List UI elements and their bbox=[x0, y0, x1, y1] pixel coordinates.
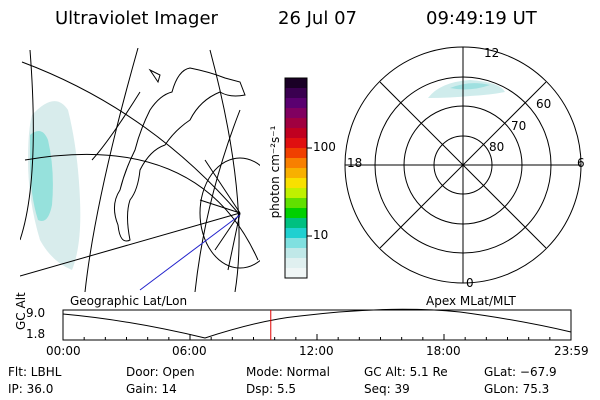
info-gain: Gain: 14 bbox=[126, 382, 177, 396]
date-readout: 26 Jul 07 bbox=[278, 8, 357, 29]
xtick-0000: 00:00 bbox=[46, 344, 81, 358]
lat-label-60: 60 bbox=[536, 97, 552, 111]
mlt-label-18: 18 bbox=[347, 156, 363, 170]
colorbar-swatch bbox=[285, 168, 307, 179]
info-glat: GLat: −67.9 bbox=[484, 365, 557, 379]
colorbar-swatch bbox=[285, 98, 307, 109]
colorbar-tick-10: 10 bbox=[313, 228, 329, 242]
colorbar-swatch bbox=[285, 158, 307, 169]
time-readout: 09:49:19 UT bbox=[426, 8, 537, 29]
colorbar-swatch bbox=[285, 108, 307, 119]
lat-label-80: 80 bbox=[489, 140, 505, 154]
xtick-2359: 23:59 bbox=[554, 344, 589, 358]
geographic-label: Geographic Lat/Lon bbox=[70, 294, 188, 308]
xtick-1800: 18:00 bbox=[426, 344, 461, 358]
colorbar-swatch bbox=[285, 268, 307, 279]
mlt-label-0: 0 bbox=[466, 276, 474, 290]
info-dsp: Dsp: 5.5 bbox=[246, 382, 297, 396]
colorbar-swatch bbox=[285, 228, 307, 239]
colorbar-swatch bbox=[285, 178, 307, 189]
colorbar-swatch bbox=[285, 208, 307, 219]
info-gc-alt: GC Alt: 5.1 Re bbox=[364, 365, 448, 379]
colorbar-swatch bbox=[285, 128, 307, 139]
info-seq: Seq: 39 bbox=[364, 382, 410, 396]
colorbar-swatch bbox=[285, 238, 307, 249]
colorbar-swatch bbox=[285, 198, 307, 209]
info-mode: Mode: Normal bbox=[246, 365, 330, 379]
colorbar-swatch bbox=[285, 148, 307, 159]
info-ip: IP: 36.0 bbox=[8, 382, 54, 396]
xtick-1200: 12:00 bbox=[299, 344, 334, 358]
info-flt: Flt: LBHL bbox=[8, 365, 62, 379]
colorbar-swatch bbox=[285, 218, 307, 229]
colorbar-swatch bbox=[285, 258, 307, 269]
altitude-tick-9: 9.0 bbox=[26, 306, 46, 320]
mlt-label-6: 6 bbox=[577, 156, 585, 170]
info-door: Door: Open bbox=[126, 365, 195, 379]
colorbar-swatch bbox=[285, 138, 307, 149]
colorbar-tick-100: 100 bbox=[313, 140, 336, 154]
xtick-0600: 06:00 bbox=[172, 344, 207, 358]
colorbar-swatch bbox=[285, 88, 307, 99]
apex-label: Apex MLat/MLT bbox=[426, 294, 516, 308]
colorbar-swatch bbox=[285, 188, 307, 199]
altitude-tick-1-8: 1.8 bbox=[26, 327, 46, 341]
lat-label-70: 70 bbox=[511, 119, 527, 133]
colorbar-swatch bbox=[285, 118, 307, 129]
colorbar-swatch bbox=[285, 78, 307, 89]
info-glon: GLon: 75.3 bbox=[484, 382, 550, 396]
app-title: Ultraviolet Imager bbox=[55, 8, 218, 29]
mlt-label-12: 12 bbox=[484, 46, 500, 60]
colorbar-swatch bbox=[285, 248, 307, 259]
